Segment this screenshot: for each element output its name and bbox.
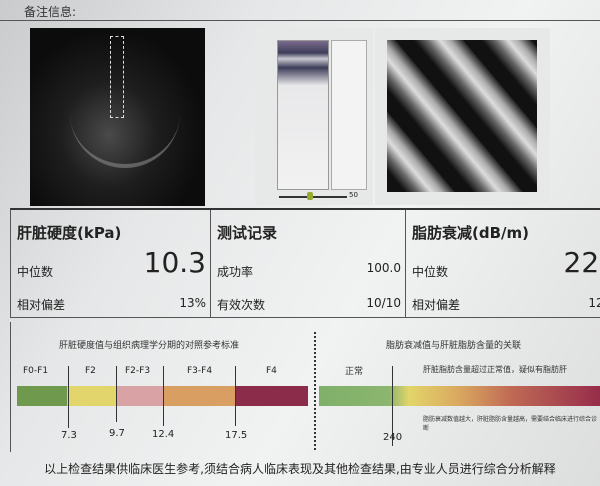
threshold-tick — [163, 366, 164, 426]
stage-label: F3-F4 — [187, 366, 213, 376]
iqr-label: 相对偏差 — [17, 298, 66, 312]
section-divider — [314, 332, 316, 450]
stiffness-title: 肝脏硬度(kPa) — [17, 224, 122, 242]
reference-section: 肝脏硬度值与组织病理学分期的对照参考标准 F0-F1 F2 F2-F3 F3-F… — [10, 322, 600, 452]
stiffness-ref-title: 肝脏硬度值与组织病理学分期的对照参考标准 — [59, 341, 240, 351]
cap-scale-bar — [319, 386, 600, 406]
stage-bar-f2f3 — [116, 386, 163, 406]
stage-label: F2-F3 — [125, 366, 151, 376]
ultrasound-image — [30, 28, 205, 206]
median-label: 中位数 — [17, 265, 54, 279]
cap-ref-title: 脂肪衰减值与肝脏脂肪含量的关联 — [386, 341, 522, 351]
frame-slider[interactable] — [279, 196, 347, 198]
threshold-tick — [116, 366, 117, 422]
stage-label: F2 — [85, 366, 96, 376]
elastogram-image — [375, 28, 550, 205]
valid-count: 10/10 — [366, 296, 401, 310]
divider — [0, 20, 600, 21]
stiffness-median: 10.3 — [143, 246, 206, 279]
record-title: 测试记录 — [217, 224, 278, 242]
median-label: 中位数 — [412, 265, 449, 279]
remark-label: 备注信息: — [24, 5, 77, 19]
record-section: 测试记录 成功率 100.0 有效次数 10/10 — [211, 210, 406, 318]
cap-median: 223 — [563, 246, 600, 279]
roi-marker — [110, 36, 124, 118]
depth-axis — [375, 40, 386, 192]
liver-contour — [70, 108, 180, 168]
threshold-label: 7.3 — [61, 430, 77, 441]
stiffness-section: 肝脏硬度(kPa) 中位数 10.3 相对偏差 13% — [11, 210, 211, 318]
threshold-tick — [68, 366, 69, 428]
cap-section: 脂肪衰减(dB/m) 中位数 223 相对偏差 12% — [406, 210, 600, 318]
stage-bar-f4 — [235, 386, 308, 406]
m-mode-side-plot — [331, 40, 367, 190]
success-label: 成功率 — [217, 265, 254, 279]
threshold-tick — [235, 366, 236, 426]
abnormal-label: 肝脏脂肪含量超过正常值，疑似有脂肪肝 — [423, 365, 567, 374]
disclaimer: 以上检查结果供临床医生参考,须结合病人临床表现及其他检查结果,由专业人员进行综合… — [44, 462, 556, 476]
results-panel: 肝脏硬度(kPa) 中位数 10.3 相对偏差 13% 测试记录 成功率 100… — [10, 208, 600, 318]
m-mode-plot — [277, 40, 329, 190]
valid-label: 有效次数 — [217, 298, 266, 312]
normal-label: 正常 — [345, 367, 364, 377]
m-mode-image: 50 — [255, 28, 373, 205]
stage-bar-f2 — [67, 386, 116, 406]
stage-bar-f3f4 — [163, 386, 235, 406]
cap-threshold-label: 240 — [383, 432, 403, 443]
slider-knob[interactable] — [307, 192, 313, 200]
stiffness-iqr: 13% — [179, 296, 206, 310]
iqr-label: 相对偏差 — [412, 298, 461, 312]
elastogram-plot — [387, 40, 537, 192]
stage-label: F0-F1 — [23, 366, 49, 376]
success-rate: 100.0 — [366, 261, 401, 275]
cap-note: 脂肪衰减数值越大，肝脏脂肪含量越高，需要结合临床进行综合诊断 — [423, 416, 598, 432]
stage-label: F4 — [266, 366, 277, 376]
cap-title: 脂肪衰减(dB/m) — [412, 224, 529, 242]
threshold-label: 17.5 — [225, 430, 248, 441]
threshold-label: 12.4 — [152, 429, 175, 440]
depth-axis — [257, 40, 275, 190]
cap-threshold-tick — [392, 366, 393, 446]
cap-iqr: 12% — [588, 296, 600, 310]
stage-bar-f0f1 — [17, 386, 67, 406]
threshold-label: 9.7 — [109, 428, 125, 439]
slider-value: 50 — [349, 191, 358, 199]
